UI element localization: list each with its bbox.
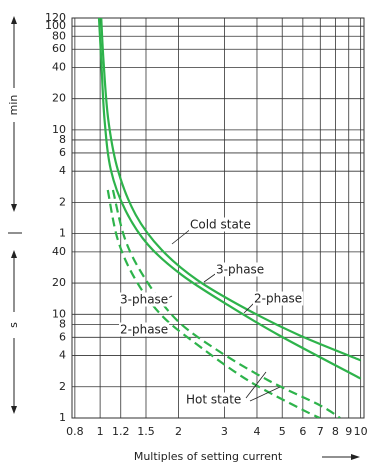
- y-tick-label: 100: [45, 19, 66, 32]
- y-tick-label: 40: [52, 245, 66, 258]
- curve: [97, 18, 362, 380]
- curve-label: Cold state: [190, 218, 251, 232]
- y-tick-label: 20: [52, 92, 66, 105]
- curve-label: 2-phase: [254, 292, 302, 306]
- x-tick-label: 1: [97, 425, 104, 438]
- x-tick-label: 5: [279, 425, 286, 438]
- leader-line: [171, 227, 193, 245]
- y-tick-label: 6: [59, 146, 66, 159]
- y-tick-label: 4: [59, 164, 66, 177]
- label-background: [119, 322, 170, 337]
- y-tick-label: 10: [52, 307, 66, 320]
- y-tick-label: 6: [59, 330, 66, 343]
- curve: [111, 189, 341, 418]
- x-tick-label: 8: [332, 425, 339, 438]
- y-tick-label: 4: [59, 349, 66, 362]
- y-tick-label: 1: [59, 227, 66, 240]
- y-tick-label: 80: [52, 29, 66, 42]
- label-background: [215, 262, 266, 277]
- x-tick-label: 4: [253, 425, 260, 438]
- label-background: [189, 217, 252, 232]
- leader-line: [245, 371, 267, 399]
- y-unit-arrows: [8, 16, 360, 460]
- label-background: [119, 292, 170, 307]
- y-tick-label: 2: [59, 195, 66, 208]
- y-tick-label: 20: [52, 276, 66, 289]
- curve: [100, 18, 362, 362]
- y-tick-label: 120: [45, 11, 66, 24]
- x-tick-label: 7: [317, 425, 324, 438]
- curve-label: Hot state: [186, 393, 241, 407]
- y-tick-label: 8: [59, 317, 66, 330]
- y-unit-label: min: [7, 95, 20, 116]
- curve: [106, 189, 321, 418]
- y-tick-label: 1: [59, 411, 66, 424]
- y-tick-label: 8: [59, 133, 66, 146]
- curve-label: 3-phase: [216, 263, 264, 277]
- y-tick-label: 60: [52, 42, 66, 55]
- leader-line: [249, 386, 281, 402]
- x-tick-label: 2: [175, 425, 182, 438]
- x-tick-label: 0.8: [66, 425, 84, 438]
- y-tick-label: 2: [59, 380, 66, 393]
- x-tick-label: 6: [299, 425, 306, 438]
- x-tick-label: 10: [354, 425, 368, 438]
- y-tick-label: 10: [52, 123, 66, 136]
- x-tick-label: 3: [221, 425, 228, 438]
- x-tick-label: 1.2: [112, 425, 130, 438]
- curve-label: 2-phase: [120, 323, 168, 337]
- x-axis-label: Multiples of setting current: [134, 450, 283, 463]
- curve-label: 3-phase: [120, 293, 168, 307]
- x-tick-label: 9: [345, 425, 352, 438]
- x-tick-label: 1.5: [137, 425, 155, 438]
- y-unit-label: s: [7, 322, 20, 328]
- label-background: [253, 291, 304, 306]
- label-background: [185, 392, 243, 407]
- y-tick-label: 40: [52, 60, 66, 73]
